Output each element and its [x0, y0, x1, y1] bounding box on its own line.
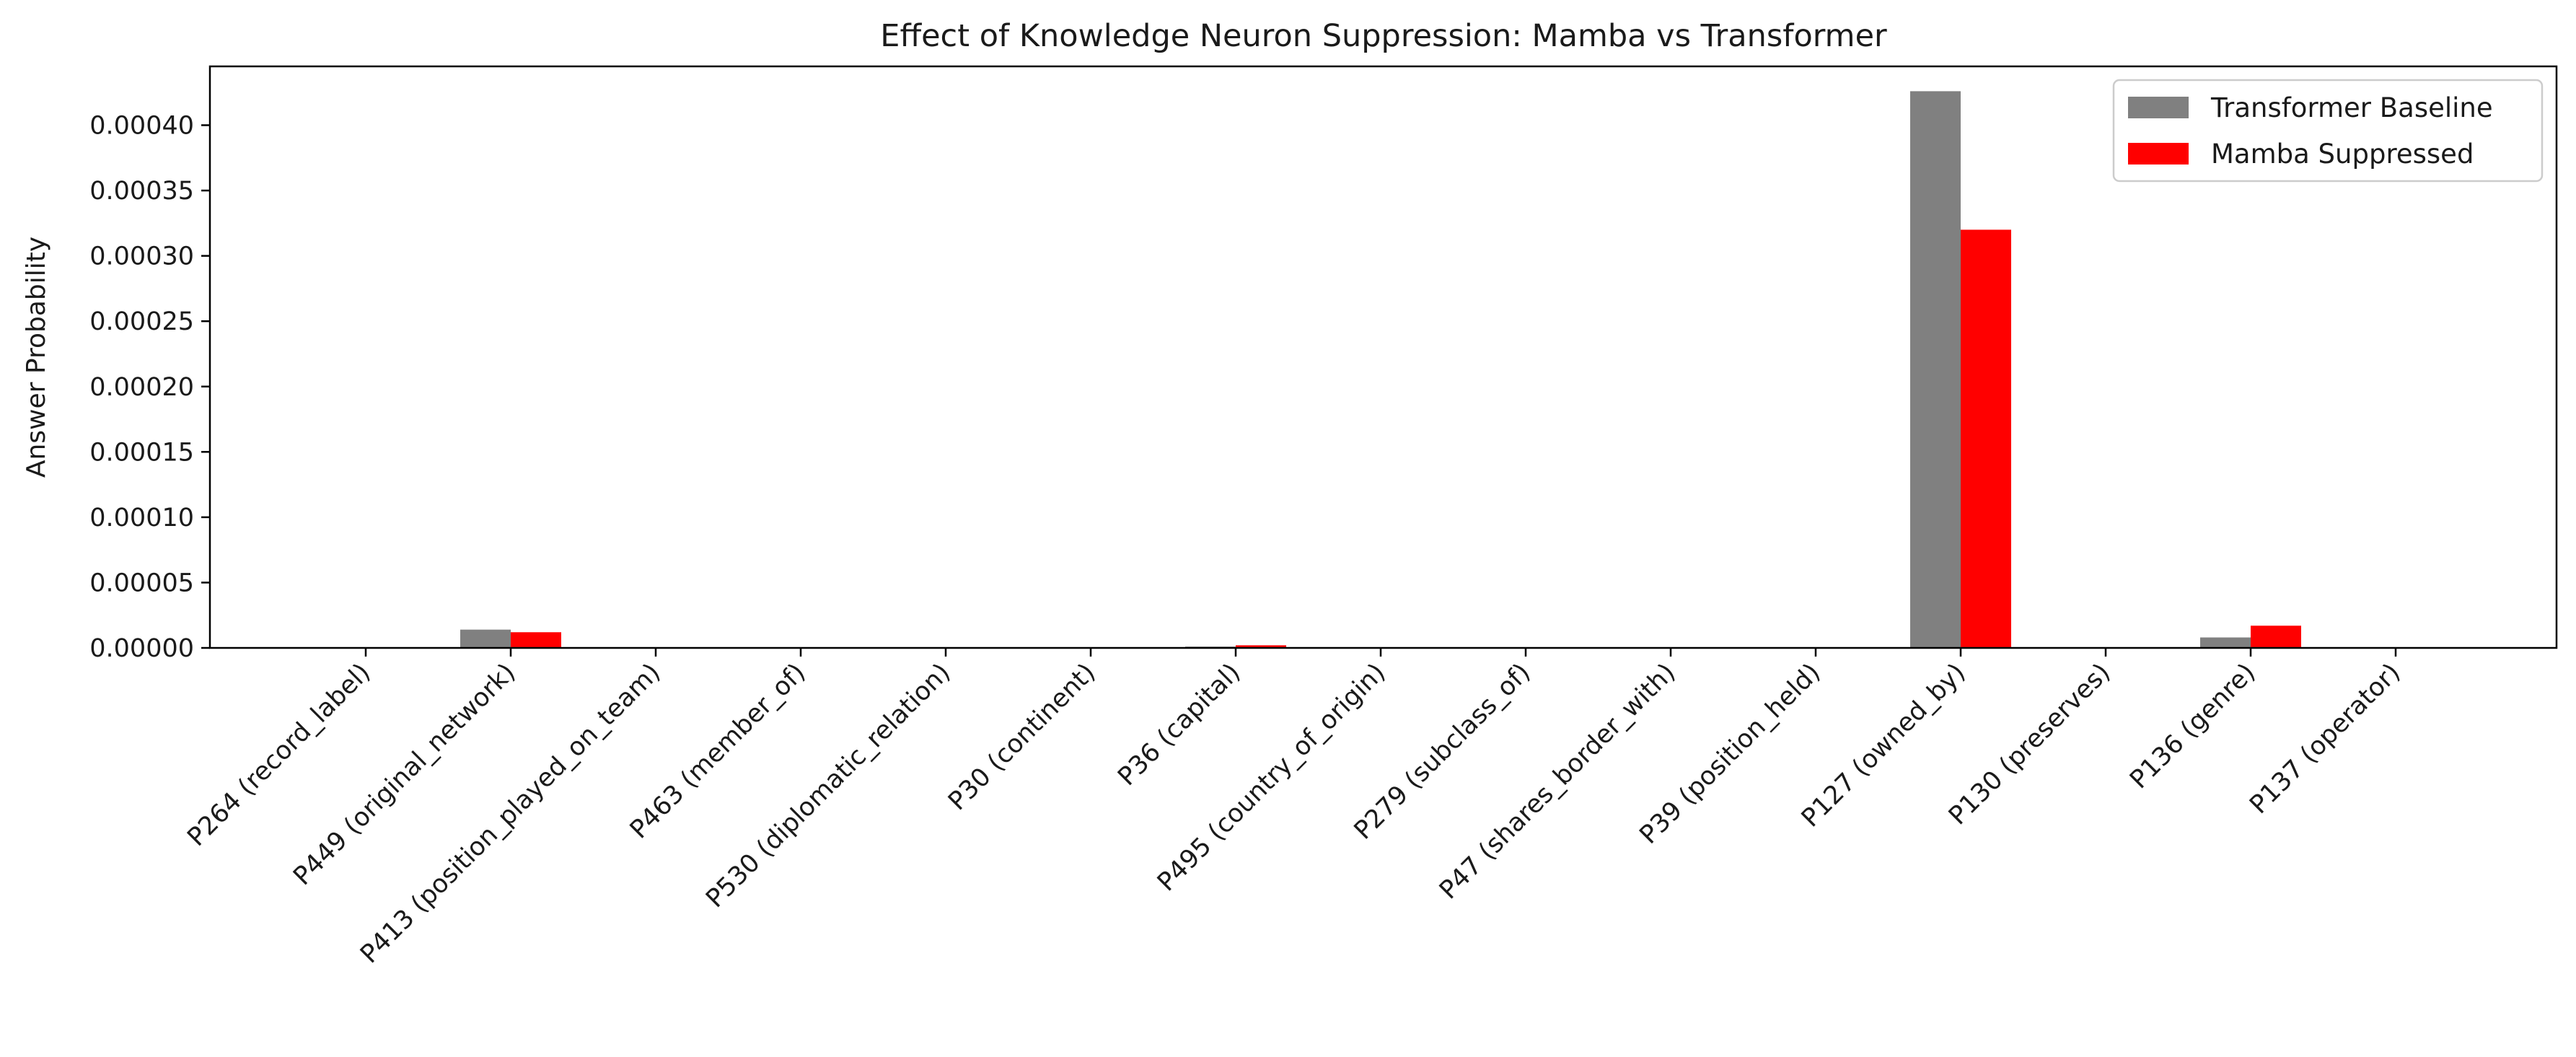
legend-label-mamba-suppressed: Mamba Suppressed	[2211, 139, 2474, 170]
legend-box	[2112, 79, 2544, 183]
bar-transformer-baseline-p127	[1910, 91, 1961, 649]
bars-layer	[460, 91, 2301, 649]
bar-mamba-suppressed-p449	[511, 632, 561, 648]
legend-swatch-mamba-suppressed	[2128, 143, 2189, 165]
bar-transformer-baseline-p449	[460, 629, 511, 648]
bar-mamba-suppressed-p127	[1961, 229, 2011, 648]
y-tick-label-6: 0.00030	[89, 242, 194, 271]
chart-title: Effect of Knowledge Neuron Suppression: …	[880, 18, 1887, 54]
legend-swatch-transformer-baseline	[2128, 97, 2189, 118]
y-axis-ticks: 0.00000 0.00005 0.00010 0.00015 0.00020 0.000…	[89, 112, 210, 663]
bar-transformer-baseline-p136	[2200, 637, 2251, 648]
y-axis-label: Answer Probability	[22, 237, 51, 478]
plot-frame	[208, 65, 2558, 649]
legend: Transformer Baseline Mamba Suppressed	[2112, 79, 2544, 183]
y-tick-label-7: 0.00035	[89, 177, 194, 206]
bar-mamba-suppressed-p136	[2251, 626, 2301, 648]
y-tick-label-2: 0.00010	[89, 504, 194, 532]
y-tick-label-0: 0.00000	[89, 634, 194, 663]
y-tick-label-5: 0.00025	[89, 307, 194, 336]
y-tick-label-1: 0.00005	[89, 569, 194, 597]
bar-mamba-suppressed-p36	[1236, 645, 1286, 648]
y-tick-label-4: 0.00020	[89, 373, 194, 402]
y-tick-label-8: 0.00040	[89, 112, 194, 141]
y-tick-label-3: 0.00015	[89, 438, 194, 467]
legend-label-transformer-baseline: Transformer Baseline	[2210, 92, 2493, 123]
